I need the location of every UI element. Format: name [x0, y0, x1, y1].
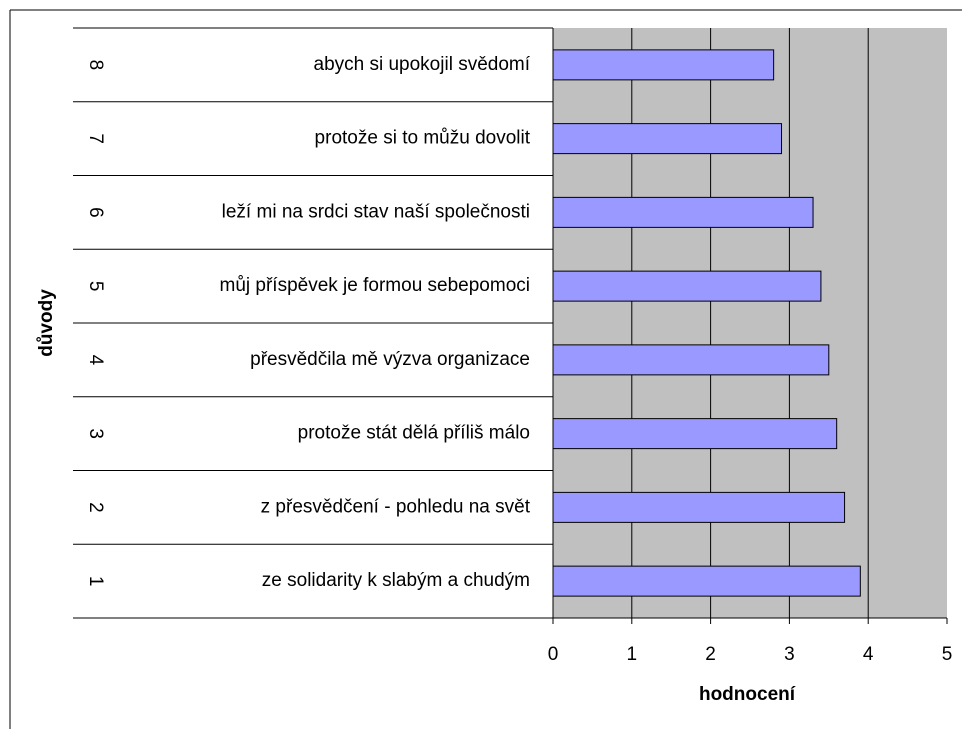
group-label: 2: [85, 502, 106, 513]
group-label: 6: [85, 207, 106, 218]
x-tick-label: 2: [705, 644, 716, 665]
category-label: protože stát dělá příliš málo: [298, 423, 530, 444]
bar: [552, 418, 838, 450]
x-tick-label: 1: [627, 644, 638, 665]
bar: [552, 123, 783, 155]
category-label: přesvědčila mě výzva organizace: [250, 349, 530, 370]
group-label: 7: [85, 133, 106, 144]
x-axis-title: hodnocení: [699, 684, 796, 705]
group-label: 3: [85, 428, 106, 439]
bar: [552, 565, 861, 597]
category-label: protože si to můžu dovolit: [315, 128, 531, 149]
group-label: 4: [85, 355, 106, 366]
x-tick-label: 5: [942, 644, 953, 665]
category-label: ze solidarity k slabým a chudým: [262, 570, 530, 591]
category-label: můj příspěvek je formou sebepomoci: [220, 275, 530, 296]
x-tick-label: 4: [863, 644, 874, 665]
group-label: 1: [85, 576, 106, 587]
bar: [552, 49, 775, 81]
bar: [552, 344, 830, 376]
x-tick-label: 0: [548, 644, 559, 665]
bar: [552, 270, 822, 302]
category-label: abych si upokojil svědomí: [314, 54, 531, 75]
group-label: 8: [85, 60, 106, 71]
y-axis-title: důvody: [36, 289, 57, 357]
group-label: 5: [85, 281, 106, 292]
category-label: leží mi na srdci stav naší společnosti: [222, 201, 530, 222]
x-tick-label: 3: [784, 644, 795, 665]
bar: [552, 196, 814, 228]
bar: [552, 491, 846, 523]
plot-area: [553, 28, 947, 618]
category-label: z přesvědčení - pohledu na svět: [261, 496, 531, 517]
